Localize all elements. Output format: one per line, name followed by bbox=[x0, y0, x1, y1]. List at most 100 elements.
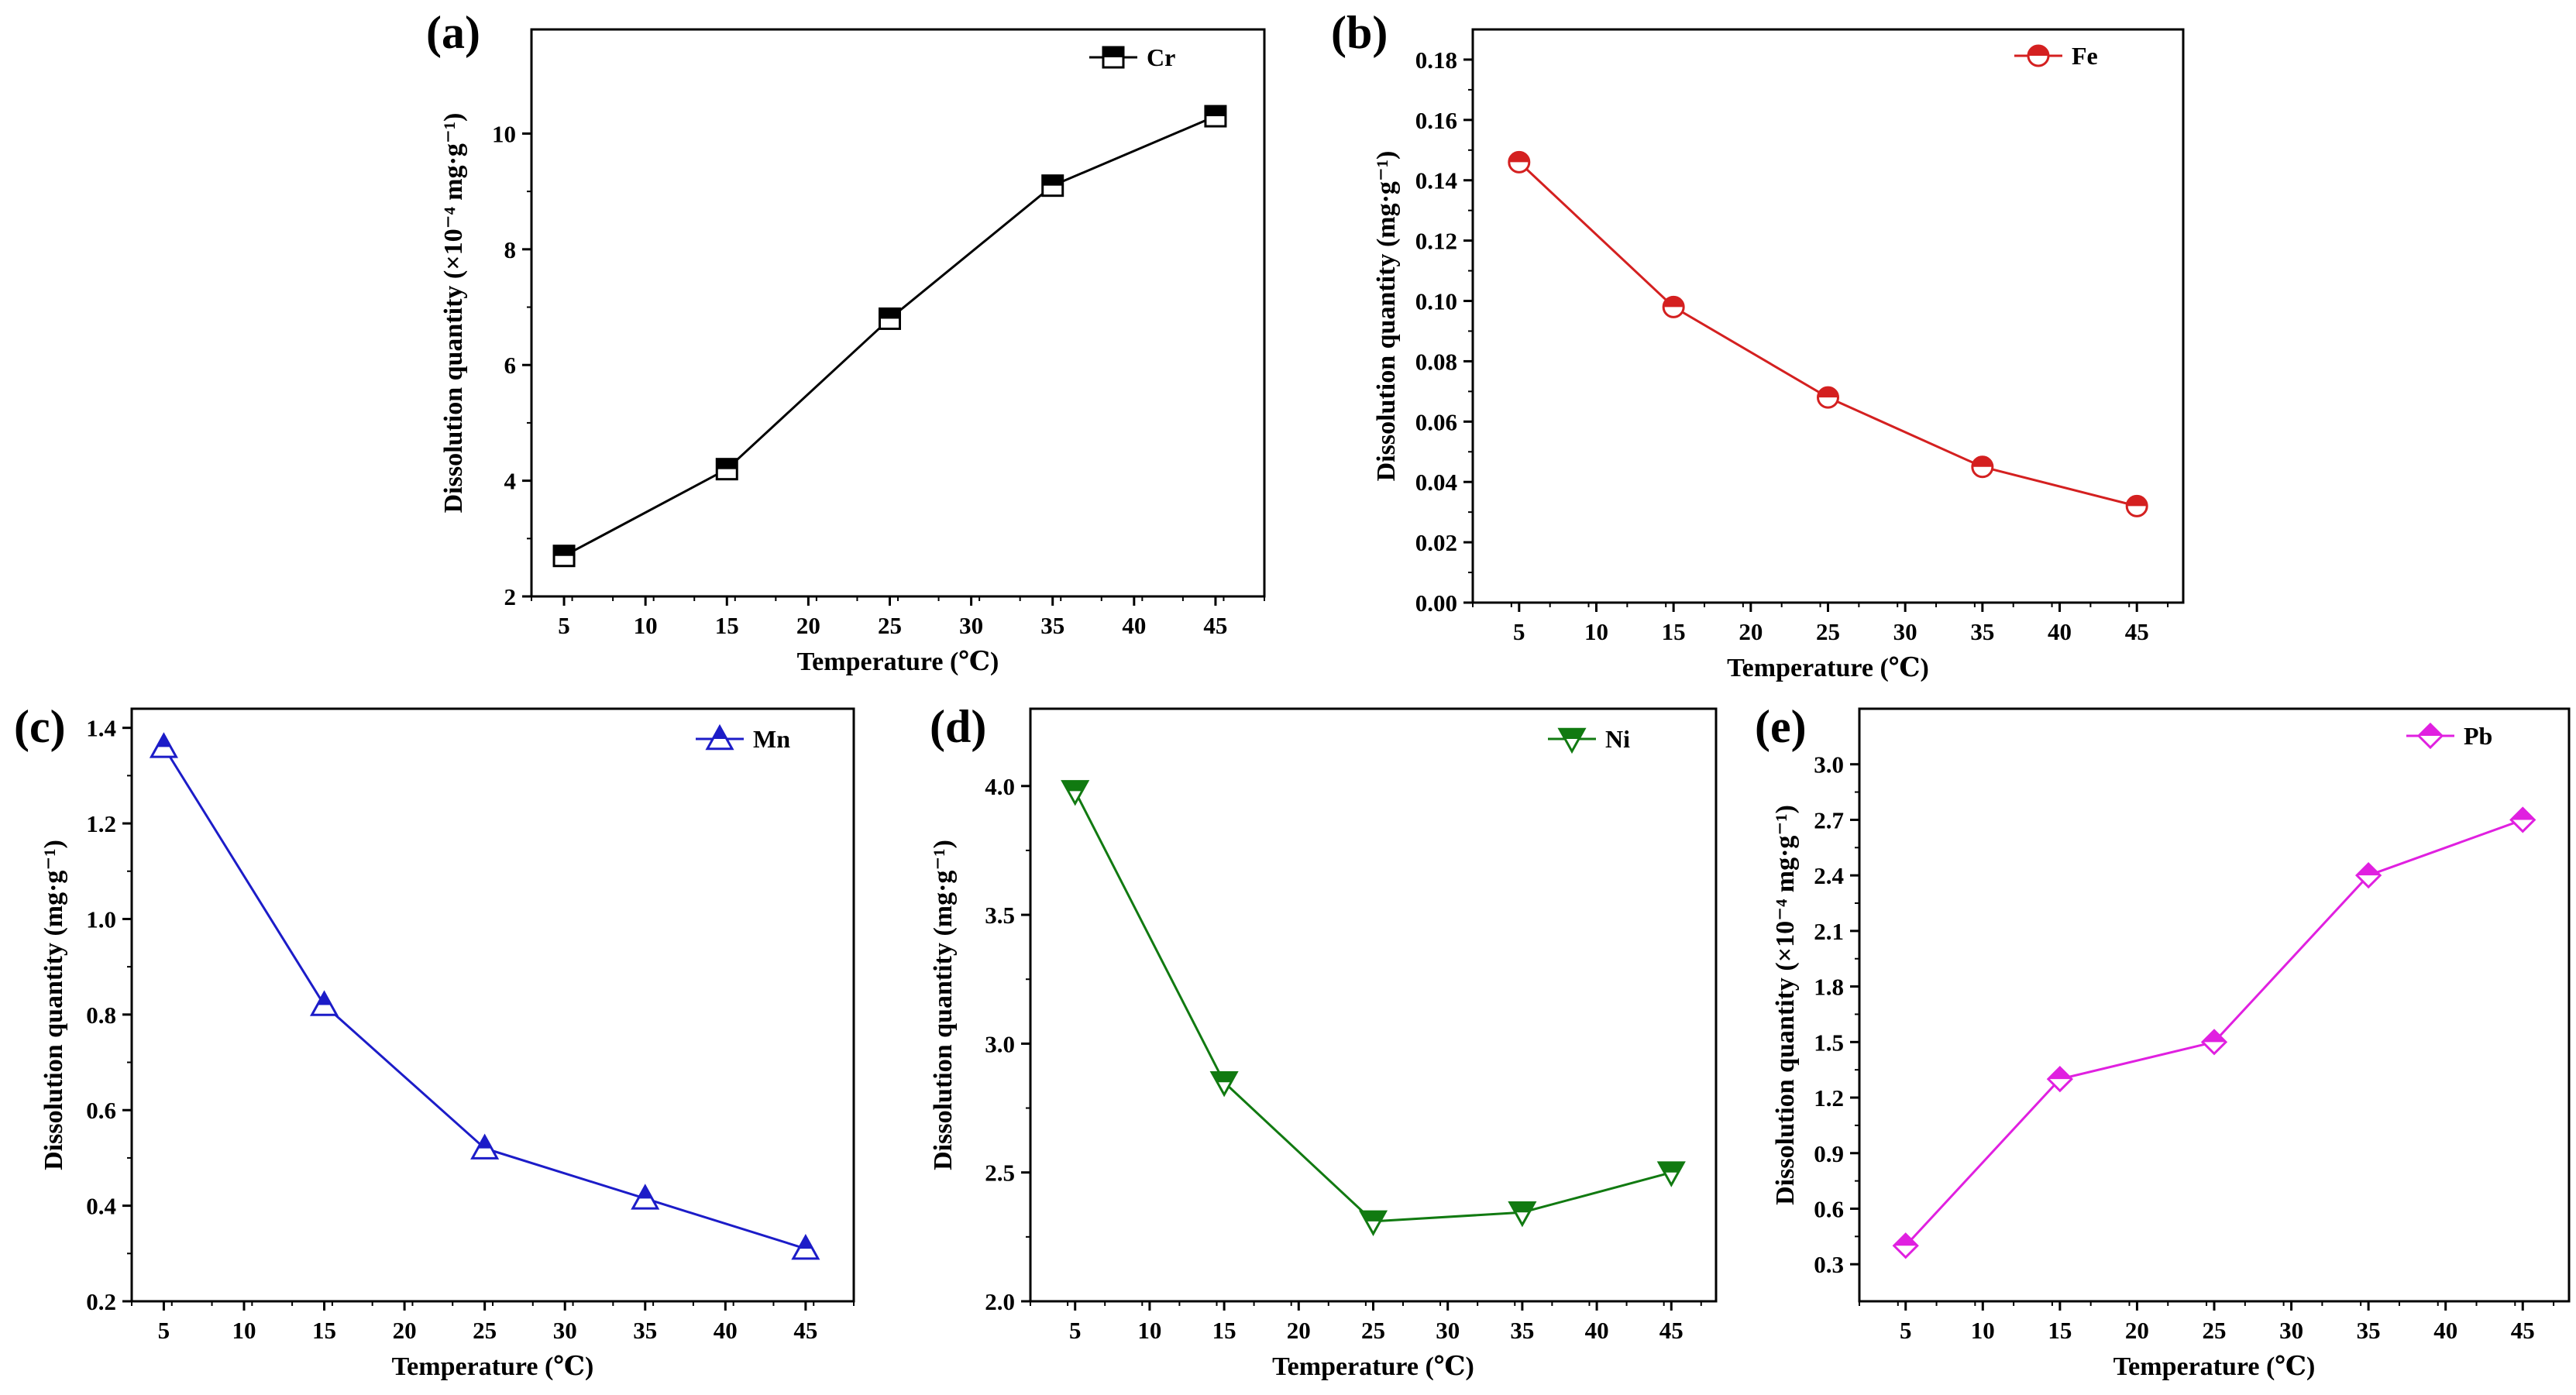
y-tick-label: 10 bbox=[492, 120, 516, 147]
y-tick-label: 8 bbox=[504, 236, 517, 263]
y-tick-label: 0.16 bbox=[1415, 107, 1457, 134]
y-tick-label: 1.8 bbox=[1814, 974, 1844, 1001]
x-tick-label: 40 bbox=[1585, 1317, 1609, 1344]
panel-label: (e) bbox=[1755, 701, 1807, 752]
y-tick-label: 0.08 bbox=[1415, 348, 1457, 375]
y-tick-label: 0.00 bbox=[1415, 589, 1457, 617]
y-axis-title: Dissolution quantity (mg·g⁻¹) bbox=[1372, 151, 1401, 482]
data-point bbox=[1041, 174, 1064, 198]
x-tick-label: 45 bbox=[793, 1317, 817, 1344]
legend-label: Ni bbox=[1605, 725, 1630, 753]
x-tick-label: 35 bbox=[1040, 612, 1064, 639]
panel-d: (d) 5 10 15 20 25 30 35 40 45 2.0 2.5 3.0 3.5 4.0 Tempe… bbox=[929, 701, 1718, 1381]
legend-label: Mn bbox=[753, 725, 790, 753]
y-tick-label: 1.0 bbox=[86, 905, 116, 933]
y-tick-label: 2.5 bbox=[985, 1160, 1015, 1187]
legend-marker bbox=[2416, 722, 2444, 750]
legend-marker bbox=[2027, 44, 2050, 67]
data-point bbox=[1061, 780, 1090, 806]
x-tick-label: 15 bbox=[2048, 1317, 2072, 1344]
x-axis-title: Temperature (℃) bbox=[1727, 654, 1929, 682]
x-tick-label: 10 bbox=[232, 1317, 256, 1344]
data-point bbox=[2046, 1066, 2073, 1093]
x-tick-label: 5 bbox=[158, 1317, 170, 1344]
data-point bbox=[2355, 862, 2382, 889]
data-point bbox=[1817, 386, 1839, 409]
x-tick-label: 25 bbox=[1361, 1317, 1385, 1344]
x-tick-label: 30 bbox=[2279, 1317, 2303, 1344]
y-tick-label: 6 bbox=[504, 352, 517, 379]
panel-label: (b) bbox=[1331, 7, 1388, 58]
x-tick-label: 30 bbox=[959, 612, 983, 639]
data-point bbox=[631, 1184, 660, 1210]
x-axis-title: Temperature (℃) bbox=[392, 1352, 594, 1381]
x-tick-label: 20 bbox=[2125, 1317, 2149, 1344]
x-axis-title: Temperature (℃) bbox=[1272, 1352, 1474, 1381]
y-tick-label: 0.06 bbox=[1415, 408, 1457, 435]
data-point bbox=[1971, 455, 1994, 479]
x-tick-label: 25 bbox=[2203, 1317, 2227, 1344]
data-point bbox=[2200, 1029, 2228, 1056]
y-tick-label: 2.4 bbox=[1814, 862, 1844, 889]
data-point bbox=[1358, 1210, 1388, 1236]
data-point bbox=[470, 1133, 500, 1160]
y-tick-label: 1.2 bbox=[86, 810, 116, 837]
legend-marker bbox=[705, 723, 734, 751]
panel-e: (e) 5 10 15 20 25 30 35 40 45 0.3 0.6 0.9 1.2 1.5 1.8 2.… bbox=[1755, 701, 2571, 1381]
plot-frame bbox=[130, 707, 855, 1303]
y-tick-label: 2 bbox=[504, 583, 517, 610]
series-line-fe bbox=[1518, 161, 2137, 507]
y-tick-label: 0.12 bbox=[1415, 228, 1457, 255]
y-tick-label: 0.6 bbox=[1814, 1195, 1844, 1222]
x-tick-label: 35 bbox=[633, 1317, 657, 1344]
y-tick-label: 0.14 bbox=[1415, 167, 1457, 194]
x-tick-label: 10 bbox=[1971, 1317, 1995, 1344]
data-point bbox=[1892, 1232, 1919, 1259]
y-axis-title: Dissolution quantity (mg·g⁻¹) bbox=[40, 840, 68, 1170]
y-tick-label: 4 bbox=[504, 468, 517, 495]
x-tick-label: 40 bbox=[1122, 612, 1146, 639]
y-tick-label: 0.6 bbox=[86, 1097, 116, 1124]
panel-label: (d) bbox=[930, 701, 986, 752]
data-point bbox=[552, 545, 576, 568]
x-axis-title: Temperature (℃) bbox=[2113, 1352, 2316, 1381]
panel-b: (b) 5 10 15 20 25 30 35 40 45 0.00 0.02 0.04 0.06 0.08… bbox=[1331, 7, 2185, 682]
y-tick-label: 1.4 bbox=[86, 715, 116, 742]
x-tick-label: 45 bbox=[2511, 1317, 2535, 1344]
y-tick-label: 2.1 bbox=[1814, 918, 1844, 945]
data-point bbox=[1204, 105, 1227, 128]
x-tick-label: 25 bbox=[473, 1317, 497, 1344]
plot-frame bbox=[1858, 707, 2571, 1303]
y-tick-label: 0.04 bbox=[1415, 469, 1457, 496]
x-tick-label: 15 bbox=[1212, 1317, 1236, 1344]
x-tick-label: 10 bbox=[1137, 1317, 1161, 1344]
panel-label: (a) bbox=[426, 7, 480, 58]
y-tick-label: 4.0 bbox=[985, 773, 1015, 800]
x-tick-label: 30 bbox=[1893, 618, 1917, 645]
x-tick-label: 45 bbox=[1659, 1317, 1684, 1344]
series-line-ni bbox=[1074, 790, 1672, 1223]
y-axis-title: Dissolution quantity (×10⁻⁴ mg·g⁻¹) bbox=[439, 113, 468, 514]
y-tick-label: 0.18 bbox=[1415, 46, 1457, 74]
x-tick-label: 45 bbox=[2125, 618, 2149, 645]
x-tick-label: 20 bbox=[1287, 1317, 1311, 1344]
data-point bbox=[1656, 1161, 1686, 1187]
x-tick-label: 15 bbox=[312, 1317, 336, 1344]
y-tick-label: 0.3 bbox=[1814, 1251, 1844, 1278]
y-tick-label: 2.7 bbox=[1814, 806, 1844, 833]
x-tick-label: 25 bbox=[878, 612, 902, 639]
y-tick-label: 3.0 bbox=[1814, 751, 1844, 778]
legend-marker bbox=[1102, 46, 1125, 69]
x-tick-label: 30 bbox=[553, 1317, 577, 1344]
y-tick-label: 0.8 bbox=[86, 1002, 116, 1029]
x-tick-label: 10 bbox=[634, 612, 658, 639]
x-tick-label: 10 bbox=[1584, 618, 1608, 645]
data-point bbox=[1508, 150, 1531, 174]
data-point bbox=[715, 458, 738, 481]
x-tick-label: 5 bbox=[558, 612, 570, 639]
y-axis-title: Dissolution quantity (mg·g⁻¹) bbox=[929, 840, 958, 1170]
x-tick-label: 5 bbox=[1900, 1317, 1912, 1344]
y-tick-label: 1.2 bbox=[1814, 1084, 1844, 1112]
x-tick-label: 40 bbox=[714, 1317, 738, 1344]
